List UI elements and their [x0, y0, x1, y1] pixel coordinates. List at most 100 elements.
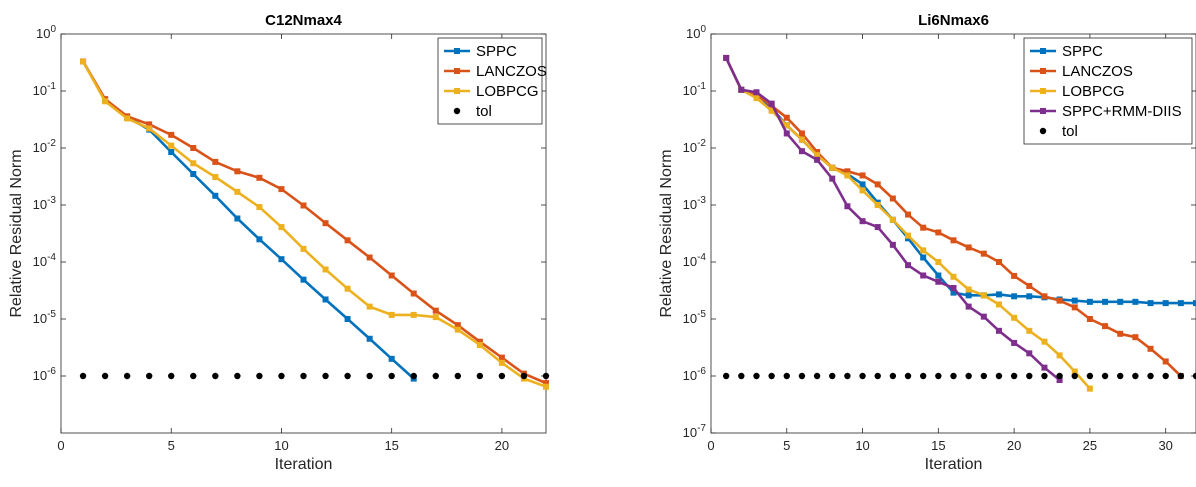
data-point — [1086, 316, 1093, 322]
legend-label: tol — [476, 103, 492, 120]
y-tick-base: 10 — [33, 368, 47, 383]
tol-point — [722, 372, 730, 380]
tol-point — [1026, 372, 1033, 380]
data-point — [1086, 298, 1093, 305]
data-point — [874, 224, 881, 231]
y-tick-label: 100 — [36, 24, 56, 41]
data-point — [256, 236, 263, 243]
tol-point — [168, 372, 175, 380]
chart-c12nmax4: 0 5 10 15 2010010-110-210-310-410-510-6C12Nm… — [8, 12, 550, 473]
data-point — [950, 273, 957, 280]
y-tick-exponent: -4 — [697, 252, 706, 263]
y-axis-label: Relative Residual Norm — [8, 149, 25, 317]
tol-point — [498, 372, 506, 380]
data-point — [980, 313, 987, 320]
data-point — [1132, 298, 1139, 305]
data-point — [344, 285, 351, 292]
data-point — [905, 232, 912, 239]
data-point — [432, 314, 439, 321]
y-tick-base: 10 — [683, 197, 697, 212]
tol-point — [234, 372, 241, 380]
data-point — [190, 170, 197, 177]
y-tick-base: 10 — [36, 26, 50, 41]
tol-point — [79, 372, 87, 380]
data-point — [859, 181, 866, 188]
legend-label: SPPC — [1062, 43, 1103, 60]
y-tick-label: 10-5 — [33, 309, 57, 326]
data-point — [980, 292, 987, 299]
y-tick-exponent: -2 — [47, 138, 56, 149]
data-point — [935, 272, 942, 279]
series-line-lobpcg — [81, 60, 547, 388]
data-point — [344, 237, 351, 244]
data-point — [1041, 338, 1048, 345]
data-point — [300, 202, 307, 209]
data-point — [1071, 297, 1078, 304]
tol-point — [738, 372, 745, 380]
tol-point — [300, 372, 307, 380]
data-point — [1177, 300, 1184, 307]
data-point — [1147, 345, 1154, 352]
x-tick-label: 10 — [855, 438, 869, 453]
tol-point — [965, 372, 972, 380]
y-tick-label: 100 — [686, 24, 706, 41]
y-tick-exponent: 0 — [700, 24, 706, 35]
data-point — [212, 173, 219, 180]
tol-point — [123, 372, 131, 380]
legend-label: LANCZOS — [1062, 63, 1133, 80]
data-point — [278, 256, 285, 263]
data-point — [1056, 297, 1063, 304]
tol-point — [1147, 372, 1154, 380]
data-point — [454, 326, 461, 333]
data-point — [322, 266, 329, 273]
tol-point — [1117, 372, 1124, 380]
data-point — [965, 303, 972, 310]
data-point — [212, 192, 219, 199]
y-tick-exponent: -3 — [697, 195, 706, 206]
data-point — [905, 211, 912, 218]
tol-point — [859, 372, 866, 380]
tol-point — [145, 372, 153, 380]
data-point — [995, 291, 1002, 298]
tol-point — [366, 372, 373, 380]
data-point — [920, 272, 927, 279]
data-point — [859, 172, 866, 179]
data-point — [950, 289, 957, 296]
chart-title: Li6Nmax6 — [918, 12, 989, 29]
data-point — [1026, 293, 1033, 300]
y-tick-label: 10-7 — [683, 423, 707, 440]
data-point — [168, 149, 175, 156]
legend-marker — [454, 48, 460, 54]
data-point — [1102, 298, 1109, 305]
tol-point — [1041, 372, 1048, 380]
tol-point — [542, 372, 550, 380]
y-tick-exponent: -7 — [697, 423, 706, 434]
data-point — [190, 145, 197, 151]
data-point — [768, 100, 775, 107]
tol-point — [344, 372, 351, 380]
data-point — [124, 115, 131, 122]
data-point — [410, 311, 417, 318]
legend-label: LOBPCG — [1062, 83, 1125, 100]
tol-point — [1132, 372, 1139, 380]
legend-marker — [1040, 48, 1046, 54]
data-point — [388, 272, 395, 279]
tol-point — [1086, 372, 1094, 380]
x-tick-label: 0 — [57, 438, 64, 453]
tol-point — [935, 372, 942, 380]
data-point — [1056, 352, 1063, 359]
legend: SPPC LANCZOS LOBPCG tol — [437, 37, 547, 125]
data-point — [920, 254, 927, 261]
legend-marker — [1040, 68, 1046, 74]
data-point — [783, 122, 790, 129]
data-point — [950, 237, 957, 244]
data-point — [1102, 323, 1109, 330]
tol-point — [1071, 372, 1078, 380]
legend: SPPC LANCZOS LOBPCG SPPC+RMM-DIIS tol — [1023, 37, 1193, 145]
tol-point — [1192, 372, 1196, 380]
y-tick-exponent: -2 — [697, 138, 706, 149]
data-point — [1117, 298, 1124, 305]
data-point — [278, 186, 285, 193]
data-point — [1117, 330, 1124, 337]
data-point — [798, 130, 805, 137]
